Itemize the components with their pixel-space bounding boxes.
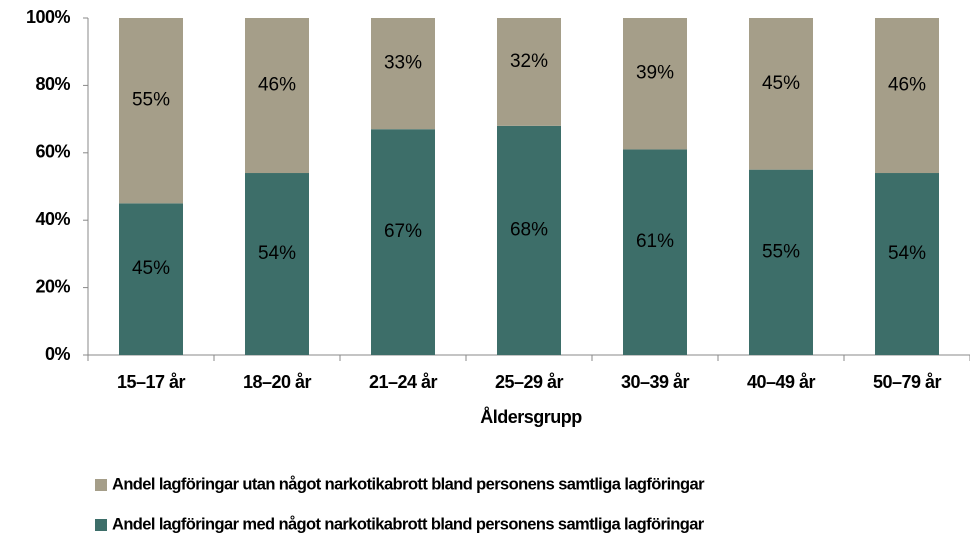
bar-segment <box>749 18 813 170</box>
legend-swatch <box>95 519 107 531</box>
data-label: 54% <box>258 243 296 264</box>
legend-swatch <box>95 479 107 491</box>
data-label: 32% <box>510 51 548 72</box>
data-label: 46% <box>888 75 926 96</box>
bar-segment <box>371 18 435 130</box>
x-tick-label: 50–79 år <box>873 372 942 392</box>
y-tick-label: 100% <box>26 7 71 27</box>
y-tick-label: 40% <box>35 209 70 229</box>
bar-segment <box>875 18 939 174</box>
data-label: 68% <box>510 219 548 240</box>
bar-segment <box>875 173 939 355</box>
bar-segment <box>623 149 687 355</box>
bar-segment <box>245 18 309 174</box>
y-tick-label: 0% <box>45 344 71 364</box>
y-tick-label: 60% <box>35 142 70 162</box>
x-tick-label: 18–20 år <box>243 372 312 392</box>
data-label: 33% <box>384 53 422 74</box>
bar-segment <box>497 18 561 126</box>
bar-segment <box>371 129 435 355</box>
bar-segment <box>623 18 687 150</box>
bar-segment <box>119 203 183 355</box>
data-label: 61% <box>636 231 674 252</box>
data-label: 46% <box>258 75 296 96</box>
x-tick-label: 30–39 år <box>621 372 690 392</box>
y-tick-label: 20% <box>35 276 70 296</box>
bar-segment <box>497 125 561 355</box>
legend-label: Andel lagföringar med något narkotikabro… <box>112 515 705 533</box>
data-label: 67% <box>384 221 422 242</box>
data-label: 54% <box>888 243 926 264</box>
bar-segment <box>119 18 183 204</box>
data-label: 39% <box>636 63 674 84</box>
x-tick-label: 15–17 år <box>117 372 186 392</box>
y-tick-label: 80% <box>35 74 70 94</box>
bar-segment <box>245 173 309 355</box>
data-label: 45% <box>132 258 170 279</box>
x-tick-label: 21–24 år <box>369 372 438 392</box>
x-tick-label: 40–49 år <box>747 372 816 392</box>
bar-segment <box>749 169 813 355</box>
data-label: 55% <box>762 241 800 262</box>
x-axis-title: Åldersgrupp <box>480 407 582 427</box>
legend-label: Andel lagföringar utan något narkotikabr… <box>112 475 705 493</box>
data-label: 45% <box>762 73 800 94</box>
x-tick-label: 25–29 år <box>495 372 564 392</box>
data-label: 55% <box>132 90 170 111</box>
